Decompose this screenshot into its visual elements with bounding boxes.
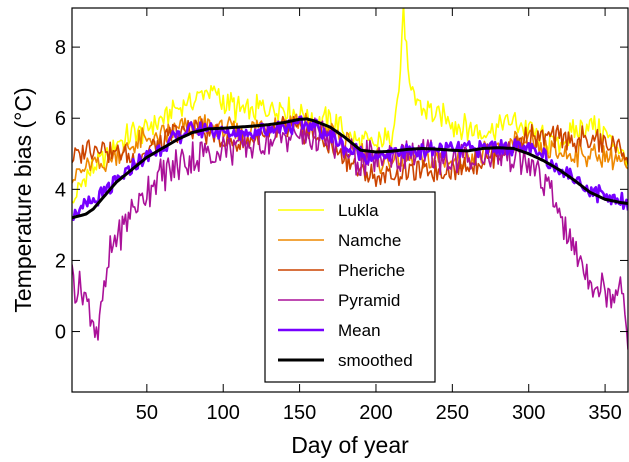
x-axis-label: Day of year <box>291 432 409 458</box>
x-tick-label: 100 <box>207 402 240 424</box>
x-tick-label: 200 <box>359 402 392 424</box>
series-line-pyramid <box>72 117 628 350</box>
legend-label-pyramid: Pyramid <box>338 291 400 310</box>
y-tick-label: 4 <box>55 179 66 201</box>
series-layer <box>72 8 628 350</box>
y-axis-ticks: 0 2 4 6 8 <box>55 37 628 344</box>
legend-label-pheriche: Pheriche <box>338 261 405 280</box>
y-tick-label: 6 <box>55 108 66 130</box>
legend-box <box>264 191 436 383</box>
x-tick-label: 50 <box>136 402 158 424</box>
x-tick-label: 150 <box>283 402 316 424</box>
x-tick-label: 350 <box>588 402 621 424</box>
plot-border <box>71 7 629 393</box>
series-line-pheriche <box>72 115 628 188</box>
legend-label-mean: Mean <box>338 321 381 340</box>
y-tick-label: 8 <box>55 37 66 59</box>
x-tick-label: 250 <box>436 402 469 424</box>
y-tick-label: 2 <box>55 250 66 272</box>
legend-label-lukla: Lukla <box>338 201 379 220</box>
x-axis-ticks: 50 100 150 200 250 300 350 <box>136 8 622 424</box>
legend-label-smoothed: smoothed <box>338 351 413 370</box>
series-line-smoothed <box>72 117 628 220</box>
legend: Lukla Namche Pheriche Pyramid Mean smoothed <box>264 191 436 383</box>
legend-label-namche: Namche <box>338 231 401 250</box>
x-tick-label: 300 <box>512 402 545 424</box>
y-axis-label: Temperature bias (°C) <box>10 87 36 312</box>
y-tick-label: 0 <box>55 322 66 344</box>
series-line-mean <box>72 115 628 221</box>
